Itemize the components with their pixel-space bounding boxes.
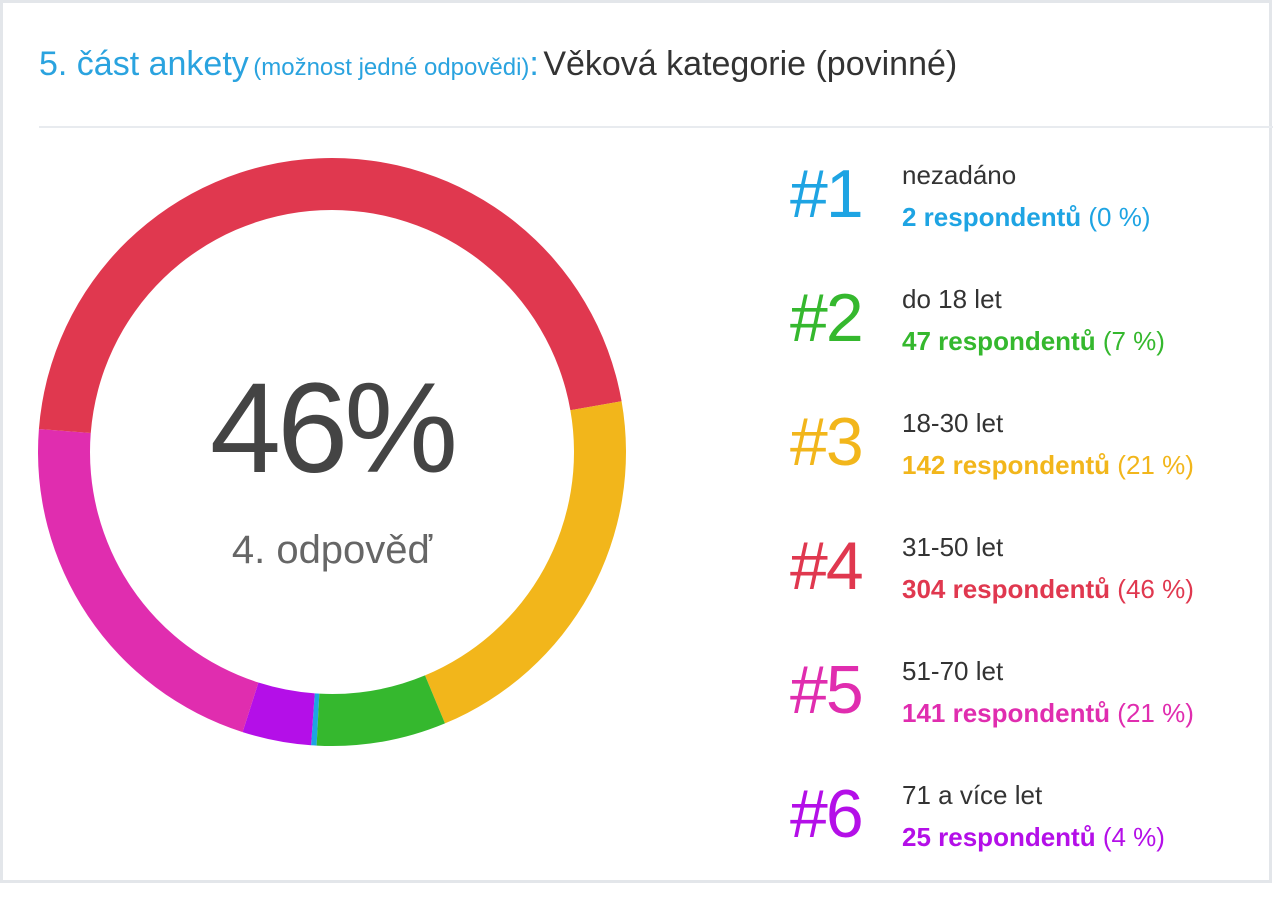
legend-percent: (4 %): [1102, 822, 1165, 852]
legend-item: #1 nezadáno 2 respondentů (0 %): [790, 160, 1260, 284]
legend-percent: (0 %): [1088, 202, 1151, 232]
legend-rank: #6: [790, 776, 864, 852]
poll-result-card: 5. část ankety (možnost jedné odpovědi):…: [0, 0, 1273, 883]
legend-stats: 304 respondentů (46 %): [902, 576, 1194, 602]
legend-label: 71 a více let: [902, 780, 1043, 810]
donut-slice-2: [316, 675, 445, 746]
donut-chart-svg: [38, 158, 626, 746]
donut-slice-6: [242, 682, 315, 746]
chart-legend: #1 nezadáno 2 respondentů (0 %) #2 do 18…: [790, 160, 1260, 904]
donut-slice-4: [38, 158, 622, 434]
legend-item: #6 71 a více let 25 respondentů (4 %): [790, 780, 1260, 904]
legend-rank: #4: [790, 528, 864, 604]
legend-percent: (21 %): [1117, 698, 1194, 728]
center-percentage: 46%: [209, 357, 458, 500]
legend-label: 18-30 let: [902, 408, 1004, 438]
legend-item: #2 do 18 let 47 respondentů (7 %): [790, 284, 1260, 408]
question-header: 5. část ankety (možnost jedné odpovědi):…: [39, 47, 957, 81]
legend-item: #3 18-30 let 142 respondentů (21 %): [790, 408, 1260, 532]
donut-slice-3: [424, 401, 626, 724]
legend-percent: (46 %): [1117, 574, 1194, 604]
legend-label: do 18 let: [902, 284, 1002, 314]
legend-stats: 142 respondentů (21 %): [902, 452, 1194, 478]
legend-label: nezadáno: [902, 160, 1017, 190]
legend-stats: 25 respondentů (4 %): [902, 824, 1165, 850]
donut-slice-5: [38, 428, 259, 733]
legend-item: #4 31-50 let 304 respondentů (46 %): [790, 532, 1260, 656]
legend-percent: (7 %): [1102, 326, 1165, 356]
legend-stats: 2 respondentů (0 %): [902, 204, 1151, 230]
legend-rank: #3: [790, 404, 864, 480]
legend-count: 2 respondentů: [902, 202, 1082, 232]
legend-rank: #5: [790, 652, 864, 728]
legend-count: 141 respondentů: [902, 698, 1111, 728]
legend-percent: (21 %): [1117, 450, 1194, 480]
legend-rank: #2: [790, 280, 864, 356]
legend-label: 51-70 let: [902, 656, 1004, 686]
question-number: 5. část ankety: [39, 45, 249, 83]
legend-count: 25 respondentů: [902, 822, 1096, 852]
legend-item: #5 51-70 let 141 respondentů (21 %): [790, 656, 1260, 780]
legend-count: 304 respondentů: [902, 574, 1111, 604]
legend-count: 142 respondentů: [902, 450, 1111, 480]
legend-rank: #1: [790, 156, 864, 232]
question-title: Věková kategorie (povinné): [543, 45, 958, 83]
legend-stats: 141 respondentů (21 %): [902, 700, 1194, 726]
donut-slice-1: [311, 693, 320, 746]
header-divider: [39, 126, 1273, 128]
legend-stats: 47 respondentů (7 %): [902, 328, 1165, 354]
question-note: (možnost jedné odpovědi): [253, 54, 530, 81]
legend-label: 31-50 let: [902, 532, 1004, 562]
donut-chart: [30, 150, 634, 754]
question-colon: :: [529, 45, 539, 83]
legend-count: 47 respondentů: [902, 326, 1096, 356]
center-answer-label: 4. odpověď: [231, 528, 433, 572]
